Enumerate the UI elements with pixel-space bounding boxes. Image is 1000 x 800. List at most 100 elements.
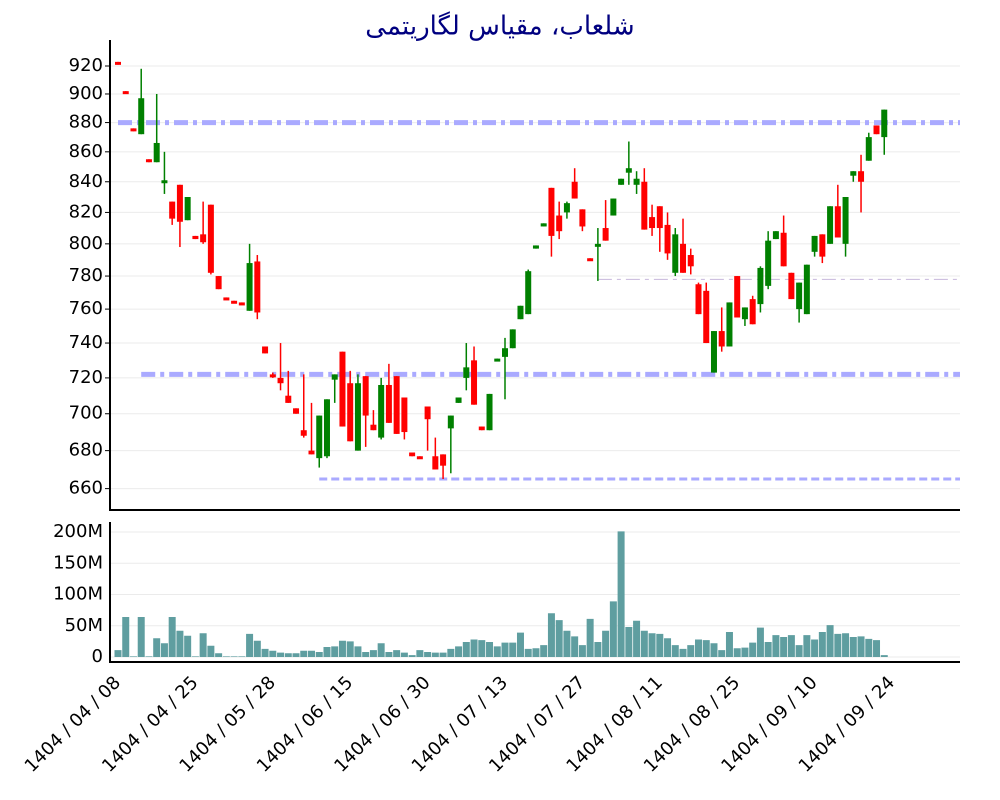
candle-body bbox=[656, 206, 663, 229]
candle-body bbox=[354, 383, 361, 451]
candle-body bbox=[633, 178, 640, 185]
candle-body bbox=[161, 180, 168, 184]
volume-bar bbox=[238, 656, 246, 657]
volume-bar bbox=[331, 646, 339, 657]
candle-body bbox=[649, 217, 656, 229]
candle-body bbox=[695, 284, 702, 315]
candle-body bbox=[285, 395, 292, 403]
candle-body bbox=[734, 276, 741, 318]
volume-bar bbox=[710, 643, 718, 657]
y-tick-label: 100M bbox=[53, 584, 103, 605]
y-tick-label: 900 bbox=[69, 83, 103, 104]
volume-bar bbox=[586, 618, 594, 657]
candle-body bbox=[579, 209, 586, 227]
volume-bar bbox=[818, 632, 826, 657]
candle-body bbox=[548, 187, 555, 236]
volume-bar bbox=[160, 643, 168, 657]
candle-body bbox=[757, 267, 764, 305]
volume-bar bbox=[725, 632, 733, 657]
y-tick-label: 50M bbox=[65, 615, 103, 636]
candle-body bbox=[277, 377, 284, 384]
volume-bar bbox=[145, 656, 153, 657]
candle-body bbox=[122, 91, 129, 95]
volume-bar bbox=[679, 648, 687, 657]
volume-bar bbox=[695, 639, 702, 657]
y-tick-label: 800 bbox=[69, 233, 103, 254]
candle-body bbox=[238, 302, 245, 306]
volume-bar bbox=[447, 648, 455, 657]
candle-body bbox=[502, 348, 508, 357]
y-tick-label: 740 bbox=[69, 332, 103, 353]
candle-body bbox=[788, 272, 795, 300]
candle-body bbox=[432, 456, 439, 470]
volume-bar bbox=[222, 656, 230, 657]
volume-bar bbox=[215, 653, 223, 657]
volume-bar bbox=[547, 613, 555, 657]
candle-body bbox=[842, 197, 849, 244]
volume-bar bbox=[191, 656, 199, 657]
chart-title: شلعاب، مقیاس لگاریتمی bbox=[365, 11, 634, 42]
volume-bar bbox=[470, 639, 478, 657]
volume-bar bbox=[656, 633, 664, 657]
candle-body bbox=[811, 235, 818, 252]
volume-bar bbox=[687, 645, 695, 657]
candle-body bbox=[587, 258, 594, 262]
candle-body bbox=[532, 245, 539, 249]
volume-bar bbox=[849, 637, 857, 657]
candle-body bbox=[540, 223, 547, 227]
volume-bar bbox=[114, 650, 122, 657]
volume-bar bbox=[408, 655, 416, 657]
volume-bar bbox=[385, 652, 393, 657]
candle-body bbox=[850, 171, 857, 176]
volume-bar bbox=[780, 637, 788, 657]
plot: 660 680 700 720 740 760 780 800 820 840 860 880 900 9… bbox=[21, 55, 960, 777]
volume-bar bbox=[578, 645, 586, 657]
volume-bar bbox=[176, 630, 184, 657]
candle-body bbox=[463, 367, 470, 378]
candle-body bbox=[246, 263, 253, 311]
candle-body bbox=[718, 331, 725, 347]
volume-bar bbox=[594, 642, 602, 657]
candle-body bbox=[200, 234, 207, 243]
volume-bar bbox=[648, 633, 656, 657]
candle-body bbox=[610, 198, 617, 216]
volume-bar bbox=[880, 655, 888, 657]
volume-bar bbox=[431, 652, 439, 657]
volume-bar bbox=[486, 642, 494, 657]
candle-body bbox=[176, 184, 183, 222]
candle-body bbox=[478, 426, 485, 431]
candle-body bbox=[416, 456, 423, 460]
volume-bar bbox=[393, 650, 401, 657]
candle-body bbox=[331, 374, 338, 380]
volume-bar bbox=[230, 656, 238, 657]
volume-bar bbox=[300, 650, 308, 657]
volume-bar bbox=[516, 632, 524, 657]
volume-bar bbox=[501, 642, 509, 657]
candle-body bbox=[556, 215, 563, 232]
candle-body bbox=[796, 282, 803, 310]
candle-body bbox=[726, 302, 733, 347]
y-tick-label: 660 bbox=[69, 478, 103, 499]
candle-body bbox=[223, 297, 230, 301]
volume-bar bbox=[269, 650, 277, 657]
candle-body bbox=[378, 384, 385, 438]
candle-body bbox=[362, 376, 369, 416]
candle-body bbox=[323, 399, 330, 457]
candle-body bbox=[308, 450, 315, 455]
candle-body bbox=[401, 397, 408, 433]
candle-body bbox=[594, 243, 601, 247]
volume-bar bbox=[772, 635, 780, 657]
candle-body bbox=[347, 383, 354, 442]
volume-bar bbox=[168, 617, 176, 657]
candle-body bbox=[440, 454, 447, 466]
volume-bar bbox=[424, 652, 432, 657]
y-tick-label: 920 bbox=[69, 55, 103, 76]
volume-bar bbox=[207, 645, 215, 657]
y-tick-label: 200M bbox=[53, 521, 103, 542]
volume-bar bbox=[540, 645, 548, 657]
volume-bar bbox=[563, 630, 571, 657]
y-tick-label: 150M bbox=[53, 552, 103, 573]
candle-body bbox=[130, 128, 137, 132]
volume-bar bbox=[625, 627, 633, 657]
candle-body bbox=[153, 142, 160, 163]
